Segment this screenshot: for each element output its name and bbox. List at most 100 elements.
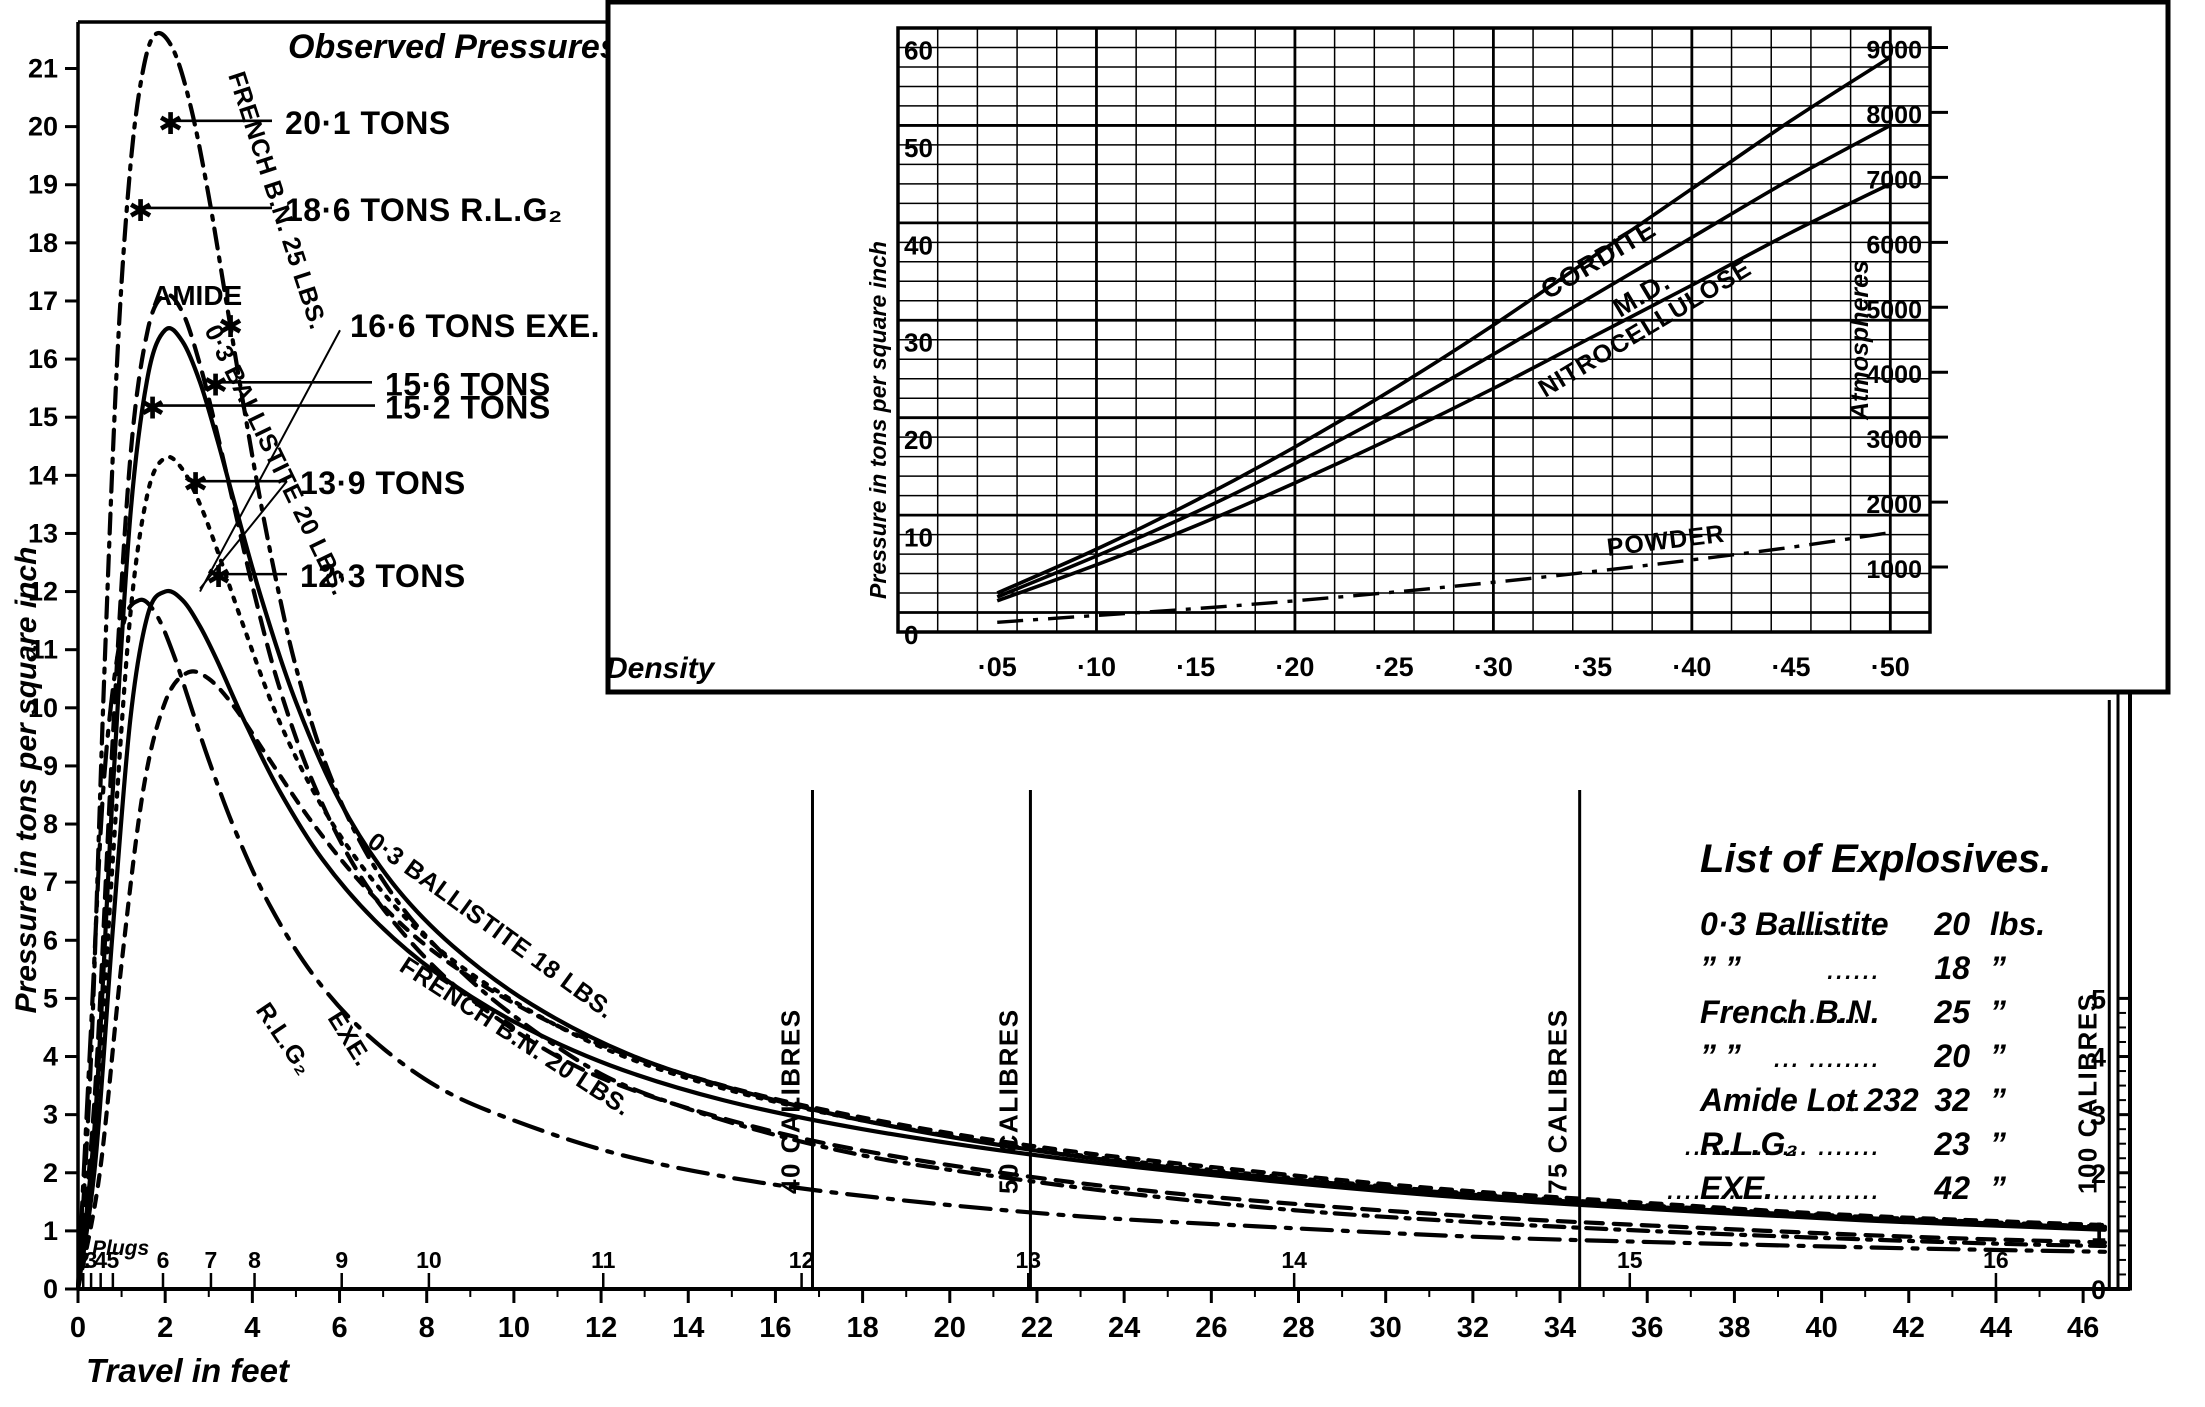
main-y-tick-label: 16 [28,344,58,374]
inset-y-tick-label: 20 [904,425,933,455]
main-y-tick-label: 8 [43,809,58,839]
inset-x-tick-label: ·15 [1176,652,1215,682]
main-x-tick-label: 30 [1370,1312,1402,1344]
explosive-name: ” ” [1700,1038,1741,1074]
main-x-tick-label: 16 [759,1312,791,1344]
plug-number: 5 [106,1247,119,1273]
main-curve [75,597,2108,1292]
main-x-axis-title: Travel in feet [86,1352,291,1389]
inset-right-tick-label: 6000 [1866,231,1922,259]
explosives-list-row: R.L.G₂.......... ... ....... 23 ” [1684,1126,2006,1162]
observed-pointer-exe [199,329,341,593]
main-x-tick-label: 6 [331,1312,347,1344]
inset-y-tick-label: 30 [904,328,933,358]
explosive-dots: ... ........ [1773,1038,1880,1074]
main-y-tick-label: 0 [43,1274,58,1304]
inset-x-axis-title: Density [606,652,716,685]
plug-number: 3 [85,1247,98,1273]
inset-x-tick-label: ·30 [1474,652,1513,682]
explosive-unit: ” [1990,994,2006,1030]
main-curve [75,292,2108,1292]
inset-plot-frame [896,26,1932,634]
explosive-unit: lbs. [1990,906,2045,942]
explosive-unit: ” [1990,1082,2006,1118]
inset-right-tick-label: 4000 [1866,361,1922,389]
main-x-tick-label: 8 [419,1312,435,1344]
explosive-unit: ” [1990,950,2006,986]
main-y-tick-label: 4 [43,1042,58,1072]
main-x-tick-label: 20 [934,1312,966,1344]
main-y-axis-title: Pressure in tons per square inch [10,547,43,1014]
plug-number: 10 [416,1247,442,1273]
main-curve [75,326,2108,1292]
inset-y-axis-title: Pressure in tons per square inch [865,241,891,599]
curve-label-amide: AMIDE [152,280,242,311]
plugs-label: Plugs [92,1237,149,1260]
explosive-quantity: 20 [1933,906,1970,942]
explosive-dots: .......... [1791,906,1880,942]
observed-pressures: Observed Pressures. ✱ 20·1 TONS ✱ 18·6 TONS … [128,28,628,594]
main-right-tick-label: 2 [2091,1159,2106,1189]
explosives-list-row: ” ” ... ........ 20 ” [1700,1038,2006,1074]
main-x-tick-label: 2 [157,1312,173,1344]
main-curve [75,669,2108,1292]
main-x-tick-label: 4 [244,1312,260,1344]
observed-pressure-value: 16·6 TONS EXE. [350,308,600,344]
inset-curve [996,123,1892,599]
inset-right-tick-label: 3000 [1866,426,1922,454]
main-x-tick-label: 22 [1021,1312,1053,1344]
plug-number: 4 [94,1247,107,1273]
observed-pressure-value: 15·2 TONS [385,390,551,426]
main-right-tick-label: 1 [2091,1217,2106,1247]
main-y-tick-label: 18 [28,228,58,258]
main-y-tick-label: 9 [43,751,58,781]
main-right-tick-label: 4 [2091,1043,2106,1073]
main-x-tick-label: 42 [1893,1312,1925,1344]
inset-y-tick-label: 40 [904,230,933,260]
explosive-dots: ...... [1827,950,1880,986]
curve-label-exe: EXE. [322,1006,377,1071]
main-y-tick-label: 14 [28,460,58,490]
explosives-list-row: ” ” ...... 18 ” [1700,950,2006,986]
explosive-name: Amide Lot 232 [1699,1082,1919,1118]
explosives-list-title: List of Explosives. [1700,837,2051,881]
main-y-tick-label: 15 [28,402,58,432]
explosive-quantity: 20 [1933,1038,1970,1074]
observed-marker-asterisk: ✱ [183,468,208,501]
explosive-quantity: 42 [1933,1170,1970,1206]
main-y-tick-label: 20 [28,112,58,142]
main-curve [75,30,2108,1292]
main-right-tick-label: 0 [2091,1275,2106,1305]
observed-pressure-value: 18·6 TONS R.L.G₂ [285,192,563,228]
main-x-tick-label: 18 [846,1312,878,1344]
explosive-unit: ” [1990,1038,2006,1074]
main-x-tick-label: 0 [70,1312,86,1344]
inset-x-tick-label: ·05 [978,652,1017,682]
main-x-tick-label: 36 [1631,1312,1663,1344]
inset-x-tick-label: ·40 [1672,652,1711,682]
explosive-quantity: 23 [1933,1126,1970,1162]
main-x-tick-label: 28 [1282,1312,1314,1344]
inset-right-tick-label: 8000 [1866,101,1922,129]
main-y-tick-label: 5 [43,983,58,1013]
plug-number: 14 [1281,1247,1307,1273]
inset-right-tick-label: 5000 [1866,296,1922,324]
plug-number: 8 [248,1247,261,1273]
main-x-tick-label: 38 [1718,1312,1750,1344]
observed-pressure-value: 20·1 TONS [285,105,451,141]
main-x-tick-label: 46 [2067,1312,2099,1344]
inset-y-tick-label: 50 [904,133,933,163]
inset-right-axis-title: Atmospheres [1846,260,1874,421]
calibre-label: 40 CALIBRES [775,1008,805,1194]
observed-marker-asterisk: ✱ [203,369,228,402]
curve-label-french-bn-20: FRENCH B.N. 20 LBS. [395,952,636,1122]
inset-x-tick-label: ·10 [1077,652,1116,682]
plug-number: 11 [591,1247,616,1273]
explosive-quantity: 18 [1934,950,1970,986]
main-y-tick-label: 11 [29,635,58,665]
explosive-dots: ............ [1773,994,1880,1030]
main-y-tick-label: 13 [28,518,58,548]
inset-right-tick-label: 9000 [1866,36,1922,64]
explosive-quantity: 25 [1933,994,1971,1030]
